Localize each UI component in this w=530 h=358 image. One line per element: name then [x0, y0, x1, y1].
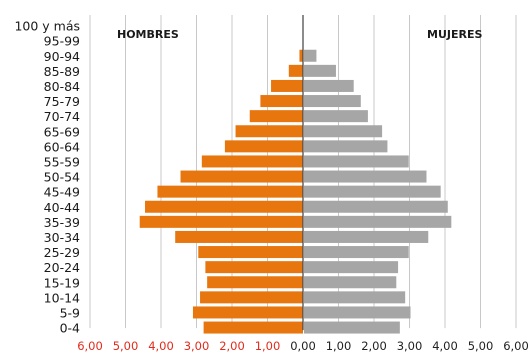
female-bar-10-14: [304, 291, 406, 304]
male-bar-80-84: [271, 79, 303, 92]
age-group-label: 20-24: [44, 260, 80, 275]
age-group-label: 90-94: [44, 49, 80, 64]
age-group-label: 0-4: [60, 321, 80, 336]
legend-male: HOMBRES: [117, 28, 179, 41]
male-bar-20-24: [205, 261, 303, 274]
x-tick-label: 4,00: [148, 339, 174, 353]
age-group-label: 65-69: [44, 124, 80, 139]
x-tick-label: 4,00: [432, 339, 458, 353]
x-tick-label: 3,00: [184, 339, 210, 353]
age-group-label: 25-29: [44, 245, 80, 260]
age-group-label: 10-14: [44, 290, 80, 305]
age-group-label: 50-54: [44, 170, 80, 185]
x-tick-label: 3,00: [397, 339, 423, 353]
female-bar-60-64: [304, 140, 388, 153]
age-group-label: 100 y más: [14, 19, 80, 34]
male-bar-15-19: [207, 276, 303, 289]
age-group-label: 5-9: [60, 305, 80, 320]
male-bar-35-39: [139, 215, 303, 228]
male-bar-90-94: [299, 49, 303, 62]
male-bar-10-14: [200, 291, 303, 304]
x-tick-label: 1,00: [326, 339, 352, 353]
age-group-label: 95-99: [44, 34, 80, 49]
x-tick-label: 6,00: [77, 339, 103, 353]
age-group-label: 85-89: [44, 64, 80, 79]
male-bar-25-29: [198, 246, 303, 259]
female-bar-90-94: [304, 49, 317, 62]
age-group-label: 35-39: [44, 215, 80, 230]
x-tick-label: 6,00: [503, 339, 529, 353]
female-bar-15-19: [304, 276, 397, 289]
female-bar-55-59: [304, 155, 409, 168]
female-bar-65-69: [304, 125, 383, 138]
male-bar-0-4: [203, 321, 303, 334]
age-group-label: 45-49: [44, 185, 80, 200]
female-bar-45-49: [304, 185, 441, 198]
female-bar-25-29: [304, 246, 409, 259]
age-group-label: 70-74: [44, 109, 80, 124]
male-bar-70-74: [249, 110, 303, 123]
x-tick-label: 2,00: [219, 339, 245, 353]
female-bar-0-4: [304, 321, 400, 334]
bar-layer: [139, 49, 452, 334]
age-group-label: 80-84: [44, 79, 80, 94]
x-tick-label: 2,00: [361, 339, 387, 353]
male-bar-85-89: [288, 64, 303, 77]
female-bar-85-89: [304, 64, 336, 77]
age-group-label: 30-34: [44, 230, 80, 245]
male-bar-65-69: [235, 125, 303, 138]
female-bar-40-44: [304, 200, 448, 213]
male-bar-5-9: [192, 306, 303, 319]
male-bar-60-64: [224, 140, 303, 153]
legend-female: MUJERES: [427, 28, 482, 41]
age-group-label: 55-59: [44, 154, 80, 169]
female-bar-70-74: [304, 110, 368, 123]
female-bar-80-84: [304, 79, 354, 92]
male-bar-55-59: [201, 155, 303, 168]
female-bar-75-79: [304, 95, 361, 108]
male-bar-30-34: [175, 230, 303, 243]
x-tick-label: 1,00: [255, 339, 281, 353]
x-tick-label: 5,00: [468, 339, 494, 353]
label-layer: 0-45-910-1415-1920-2425-2930-3435-3940-4…: [14, 19, 528, 353]
female-bar-35-39: [304, 215, 452, 228]
female-bar-30-34: [304, 230, 429, 243]
female-bar-20-24: [304, 261, 399, 274]
male-bar-45-49: [157, 185, 303, 198]
x-tick-label: 5,00: [113, 339, 139, 353]
age-group-label: 15-19: [44, 275, 80, 290]
female-bar-5-9: [304, 306, 411, 319]
x-tick-label: 0,00: [290, 339, 316, 353]
male-bar-40-44: [145, 200, 303, 213]
age-group-label: 75-79: [44, 94, 80, 109]
male-bar-50-54: [180, 170, 303, 183]
age-group-label: 60-64: [44, 139, 80, 154]
age-group-label: 40-44: [44, 200, 80, 215]
male-bar-75-79: [260, 95, 303, 108]
female-bar-50-54: [304, 170, 427, 183]
